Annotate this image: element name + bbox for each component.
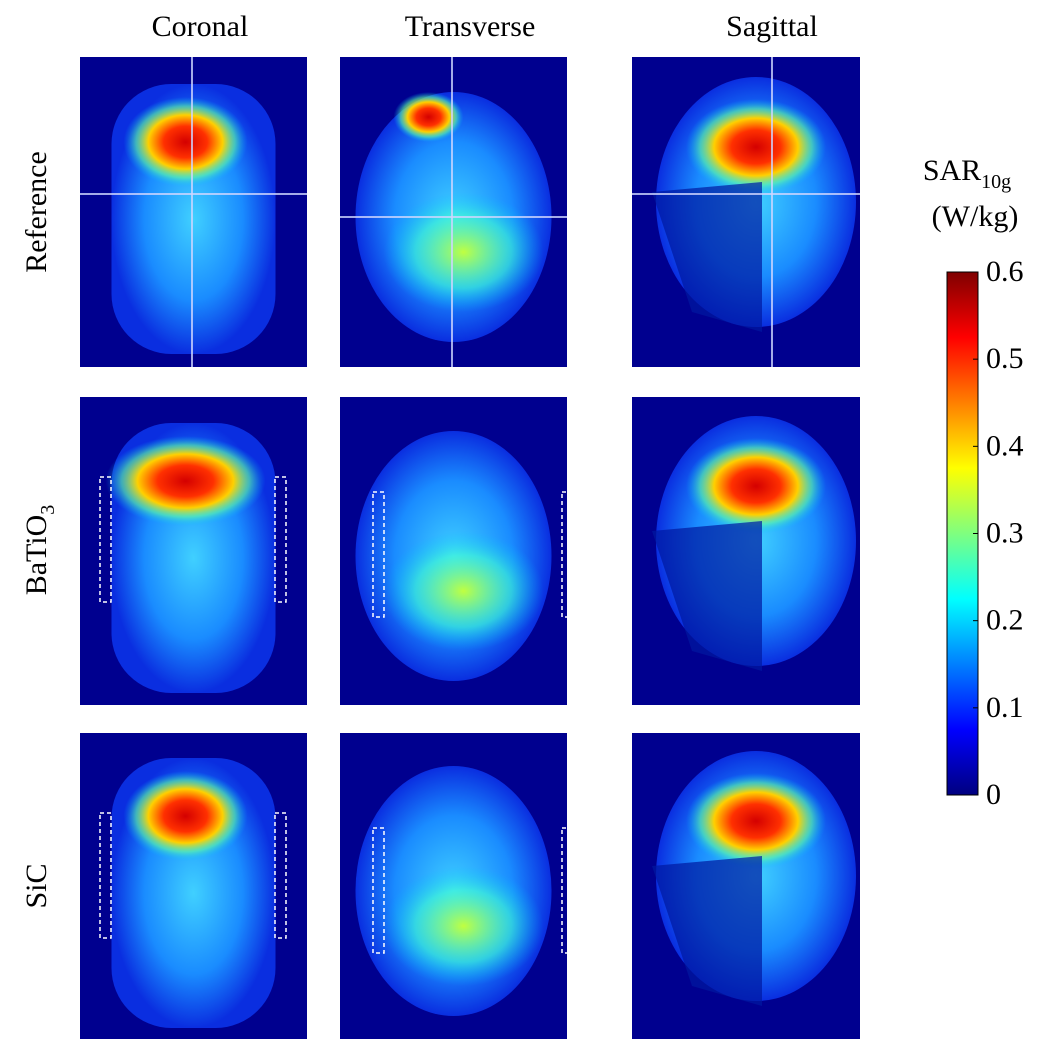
dark-region	[652, 521, 762, 671]
dielectric-pad	[274, 476, 287, 603]
row-labels: Reference BaTiO3 SiC	[20, 151, 59, 908]
column-headers: Coronal Transverse Sagittal	[152, 10, 818, 43]
column-header: Coronal	[152, 10, 249, 43]
colorbar-tick-label: 0	[986, 778, 1001, 811]
dielectric-pad	[99, 812, 112, 939]
dielectric-pad	[561, 827, 574, 954]
column-header: Sagittal	[726, 10, 818, 43]
row-label: SiC	[20, 863, 53, 908]
warm-area	[383, 531, 544, 651]
warm-area	[383, 866, 544, 986]
dielectric-pad	[372, 827, 385, 954]
hotspot	[123, 771, 248, 861]
colorbar-tick-label: 0.2	[986, 604, 1024, 637]
dielectric-pad	[372, 491, 385, 618]
dielectric-pad	[274, 812, 287, 939]
colorbar-tick-label: 0.3	[986, 517, 1024, 550]
colorbar	[946, 271, 979, 796]
dielectric-pad	[99, 476, 112, 603]
colorbar-tick-label: 0.1	[986, 691, 1024, 724]
row-label-text: BaTiO	[20, 515, 53, 596]
colorbar-unit: (W/kg)	[932, 200, 1019, 233]
colorbar-title-sub: 10g	[981, 171, 1011, 193]
hotspot	[123, 97, 248, 187]
colorbar-title: SAR10g (W/kg)	[923, 154, 1019, 233]
colorbar-ticks: 0 0.1 0.2 0.3 0.4 0.5 0.6	[973, 255, 1024, 811]
row-label: Reference	[20, 151, 53, 273]
warm-area	[383, 192, 544, 312]
row-label-sub: 3	[37, 505, 59, 515]
hotspot	[686, 99, 826, 195]
dark-region	[652, 182, 762, 332]
row-label: BaTiO3	[20, 505, 59, 596]
hotspot	[686, 773, 826, 869]
dielectric-pad	[561, 491, 574, 618]
hotspot	[105, 436, 266, 526]
colorbar-title: SAR10g	[923, 154, 1011, 193]
colorbar-tick-label: 0.5	[986, 342, 1024, 375]
column-header: Transverse	[405, 10, 536, 43]
hotspot	[393, 92, 464, 142]
colorbar-tick-label: 0.6	[986, 255, 1024, 288]
panels	[80, 57, 860, 1039]
dark-region	[652, 856, 762, 1006]
colorbar-title-text: SAR	[923, 154, 981, 187]
colorbar-tick-label: 0.4	[986, 429, 1024, 462]
hotspot	[686, 438, 826, 534]
